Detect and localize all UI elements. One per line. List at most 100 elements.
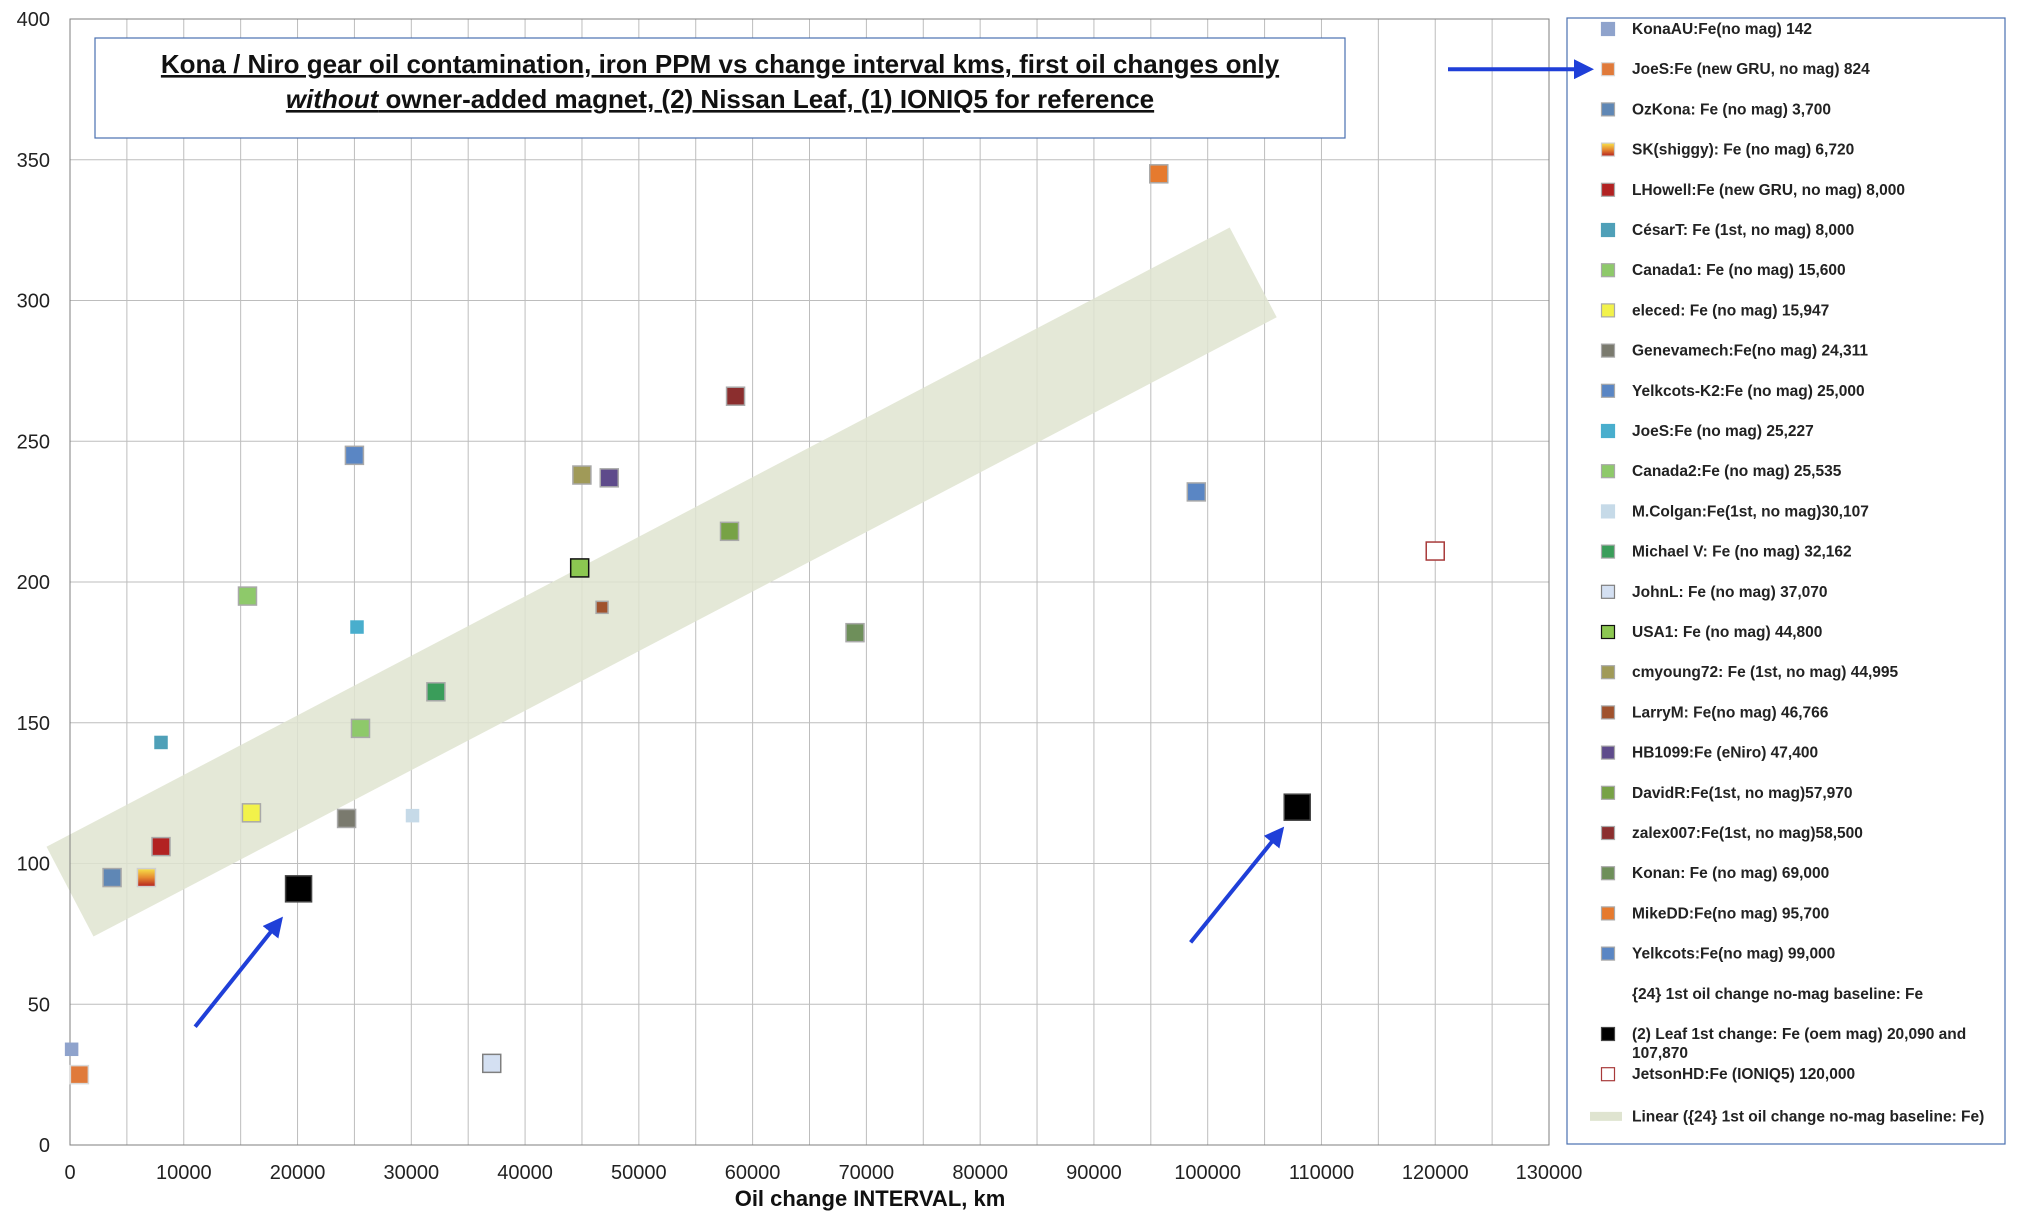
legend-marker: [1600, 102, 1616, 117]
data-point: [405, 808, 420, 823]
data-point: [1186, 482, 1207, 502]
data-point: [284, 875, 313, 903]
chart-title-line2: without owner-added magnet, (2) Nissan L…: [286, 84, 1154, 114]
data-point: [102, 867, 122, 888]
annotation-arrow: [193, 916, 283, 1029]
legend-marker: [1600, 504, 1616, 519]
x-tick-label: 130000: [1516, 1162, 1583, 1184]
data-point: [572, 465, 592, 485]
y-tick-label: 150: [17, 713, 50, 735]
legend-marker: [1600, 1026, 1616, 1042]
y-tick-label: 250: [17, 431, 50, 453]
x-tick-label: 80000: [952, 1162, 1008, 1184]
data-point: [344, 445, 365, 466]
legend-label: {24} 1st oil change no-mag baseline: Fe: [1632, 986, 1924, 1003]
chart-title-emphasis: without: [286, 84, 380, 114]
legend-label: Konan: Fe (no mag) 69,000: [1632, 865, 1829, 882]
legend-marker: [1600, 705, 1616, 720]
data-point: [154, 735, 168, 750]
legend-label: USA1: Fe (no mag) 44,800: [1632, 624, 1822, 641]
legend-marker: [1600, 263, 1616, 278]
y-tick-label: 400: [17, 9, 50, 31]
data-point: [237, 586, 258, 606]
legend-marker: [1600, 303, 1616, 318]
legend-label: MikeDD:Fe(no mag) 95,700: [1632, 905, 1829, 922]
legend-marker: [1600, 383, 1616, 398]
data-point: [1283, 793, 1311, 821]
data-point: [1425, 541, 1445, 561]
x-tick-label: 20000: [270, 1162, 326, 1184]
data-point: [426, 682, 446, 702]
legend-marker: [1600, 1067, 1616, 1082]
legend-marker: [1600, 423, 1616, 439]
data-point: [151, 836, 171, 857]
data-point: [595, 600, 609, 615]
data-point: [845, 622, 865, 643]
legend-label: zalex007:Fe(1st, no mag)58,500: [1632, 825, 1863, 842]
legend-label: SK(shiggy): Fe (no mag) 6,720: [1632, 142, 1854, 159]
x-axis-title: Oil change INTERVAL, km: [735, 1186, 1006, 1211]
legend-label: M.Colgan:Fe(1st, no mag)30,107: [1632, 503, 1869, 520]
legend-label: Yelkcots-K2:Fe (no mag) 25,000: [1632, 383, 1865, 400]
data-point: [725, 386, 746, 406]
x-tick-label: 40000: [497, 1162, 553, 1184]
data-point: [69, 1064, 90, 1085]
data-point: [599, 468, 620, 488]
trend-band-layer: [46, 227, 1277, 937]
legend-marker: [1600, 544, 1616, 559]
legend-marker: [1600, 343, 1616, 358]
data-point: [350, 620, 364, 634]
legend-marker: [1600, 142, 1616, 157]
legend-label: JoeS:Fe (new GRU, no mag) 824: [1632, 61, 1870, 78]
legend-label: Yelkcots:Fe(no mag) 99,000: [1632, 946, 1835, 963]
data-points: [64, 164, 1445, 1085]
legend-label: JohnL: Fe (no mag) 37,070: [1632, 584, 1828, 601]
legend-label: LHowell:Fe (new GRU, no mag) 8,000: [1632, 182, 1905, 199]
x-tick-label: 0: [64, 1162, 75, 1184]
x-tick-label: 90000: [1066, 1162, 1122, 1184]
data-point: [481, 1053, 502, 1074]
data-point: [350, 718, 371, 739]
legend-marker: [1600, 182, 1616, 197]
chart-title-box: Kona / Niro gear oil contamination, iron…: [94, 37, 1346, 139]
annotation-arrow: [1189, 826, 1285, 944]
legend-marker: [1600, 946, 1616, 961]
trend-band: [46, 227, 1277, 937]
legend-marker: [1600, 825, 1616, 841]
x-tick-label: 110000: [1289, 1162, 1354, 1184]
legend: KonaAU:Fe(no mag) 142 JoeS:Fe (new GRU, n…: [1448, 17, 2006, 1145]
legend-label: KonaAU:Fe(no mag) 142: [1632, 21, 1812, 38]
legend-label: OzKona: Fe (no mag) 3,700: [1632, 101, 1831, 118]
data-point: [719, 521, 740, 542]
legend-label: LarryM: Fe(no mag) 46,766: [1632, 704, 1829, 721]
y-tick-label: 100: [17, 854, 50, 876]
x-tick-label: 70000: [839, 1162, 895, 1184]
x-tick-label: 10000: [156, 1162, 212, 1184]
plot-area-frame: [69, 18, 1550, 1146]
legend-label: Genevamech:Fe(no mag) 24,311: [1632, 343, 1868, 360]
data-point: [336, 808, 357, 829]
chart-title-line1: Kona / Niro gear oil contamination, iron…: [161, 49, 1280, 79]
legend-label: cmyoung72: Fe (1st, no mag) 44,995: [1632, 664, 1899, 681]
legend-label: DavidR:Fe(1st, no mag)57,970: [1632, 785, 1853, 802]
chart-title-line2-rest: owner-added magnet, (2) Nissan Leaf, (1)…: [378, 84, 1154, 114]
data-point: [1149, 164, 1169, 184]
legend-label: (2) Leaf 1st change: Fe (oem mag) 20,090…: [1632, 1026, 1966, 1043]
legend-marker: [1600, 624, 1616, 640]
legend-marker: [1600, 464, 1616, 479]
annotation-arrows: [193, 826, 1285, 1029]
data-point: [569, 558, 590, 578]
y-tick-label: 50: [28, 994, 50, 1016]
legend-label: Michael V: Fe (no mag) 32,162: [1632, 544, 1852, 561]
x-tick-label: 30000: [383, 1162, 439, 1184]
x-tick-label: 100000: [1174, 1162, 1241, 1184]
data-point: [241, 803, 262, 823]
legend-marker: [1600, 745, 1616, 760]
x-tick-label: 120000: [1402, 1162, 1469, 1184]
data-point: [136, 867, 157, 888]
y-tick-label: 200: [17, 572, 50, 594]
y-axis-ticks: 0 50 100 150 200 250 300 350 400: [17, 9, 50, 1157]
x-tick-label: 50000: [611, 1162, 667, 1184]
legend-label: Canada1: Fe (no mag) 15,600: [1632, 262, 1846, 279]
